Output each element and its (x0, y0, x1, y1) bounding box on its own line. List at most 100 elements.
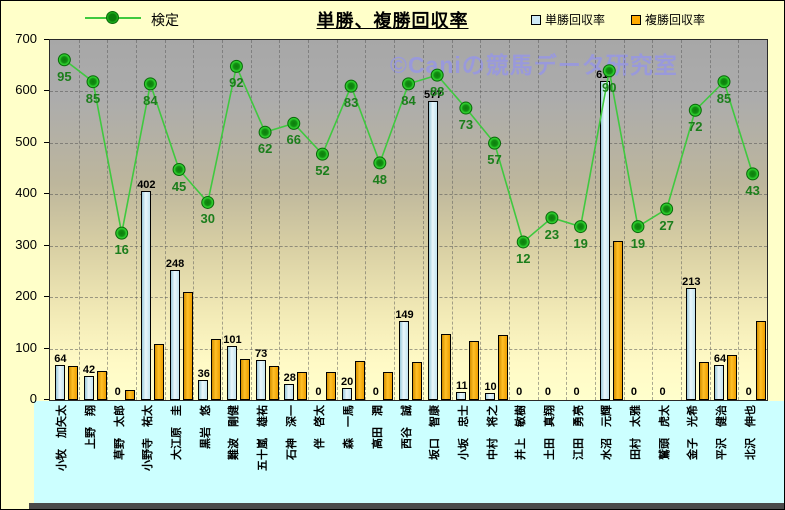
tansho-bar (399, 321, 409, 400)
x-axis-label: 金子 光希 (687, 405, 700, 460)
kentei-point (115, 226, 129, 240)
x-axis-label: 中村 将之 (486, 405, 499, 460)
kentei-point-value: 48 (372, 171, 388, 187)
tansho-bar-value: 213 (682, 276, 701, 289)
tansho-bar-value: 42 (82, 364, 96, 377)
kentei-point-value: 85 (716, 90, 732, 106)
y-axis-label: 500 (15, 133, 37, 149)
kentei-point-value: 84 (401, 92, 416, 108)
tansho-bar (198, 379, 209, 400)
fukusho-bar (211, 338, 222, 400)
kentei-point-value: 27 (659, 218, 674, 234)
tansho-bar-value: 28 (283, 371, 296, 384)
fukusho-bar (354, 360, 365, 400)
kentei-point-value: 85 (85, 90, 101, 106)
x-axis-label: 森 一馬 (343, 405, 356, 449)
fukusho-bar (412, 362, 422, 400)
fukusho-bar (268, 366, 279, 400)
watermark: ©Caniの競馬データ研究室 (390, 52, 678, 78)
fukusho-bar (698, 362, 709, 400)
fukusho-bar (182, 291, 193, 400)
x-axis-label: 井上 敏樹 (515, 405, 528, 460)
y-axis-tick (44, 347, 49, 349)
kentei-point (57, 53, 71, 67)
tansho-bar (284, 383, 295, 400)
legend-item-fukusho: 複勝回収率 (631, 11, 705, 28)
x-axis-label-band (34, 401, 784, 503)
y-axis-label: 100 (15, 339, 37, 355)
tansho-bar-value: 36 (197, 367, 210, 380)
fukusho-bar (756, 320, 767, 400)
tansho-bar (226, 346, 237, 400)
x-axis-label: 高田 潤 (371, 405, 384, 449)
kentei-line (63, 59, 754, 244)
fukusho-bar (440, 333, 451, 400)
kentei-point-value: 90 (602, 79, 617, 95)
y-axis-label: 300 (15, 236, 37, 252)
kentei-point-value: 92 (229, 75, 244, 91)
kentei-point-value: 66 (286, 132, 301, 148)
fukusho-bar (125, 390, 136, 400)
fukusho-swatch-icon (631, 14, 642, 25)
kentei-point-value: 62 (257, 141, 273, 157)
kentei-point (229, 59, 243, 73)
y-axis-tick (44, 244, 49, 246)
legend-kentei: 検定 (85, 9, 205, 28)
y-axis-label: 400 (15, 185, 37, 201)
x-axis-label: 伴 啓太 (314, 405, 327, 449)
kentei-point (688, 103, 702, 117)
kentei-point (287, 116, 301, 130)
tansho-bar (54, 365, 65, 400)
kentei-point (717, 75, 731, 89)
x-axis-label: 坂口 智康 (429, 405, 442, 460)
legend-item-tansho: 単勝回収率 (531, 11, 605, 28)
kentei-point (459, 101, 473, 115)
gridline-h (50, 297, 767, 299)
kentei-point-value: 72 (688, 119, 703, 135)
y-axis-label: 700 (15, 31, 37, 46)
y-axis-tick (44, 296, 49, 298)
fukusho-bar (239, 359, 250, 400)
tansho-bar-value: 0 (659, 386, 666, 398)
x-axis-label: 西谷 誠 (400, 405, 413, 449)
kentei-point (143, 77, 157, 91)
x-axis-label: 小野寺 祐太 (142, 405, 155, 471)
tansho-bar-value: 617 (596, 68, 615, 81)
y-axis-tick (44, 193, 49, 195)
gridline-h (50, 194, 767, 196)
kentei-point-value: 73 (458, 117, 474, 133)
kentei-point-value: 19 (573, 235, 588, 251)
fukusho-bar (498, 335, 509, 400)
kentei-point (201, 195, 215, 209)
gridline-v (480, 40, 482, 400)
gridline-v (336, 40, 338, 400)
x-axis-label: 黒岩 悠 (199, 405, 212, 449)
tansho-bar (456, 392, 467, 400)
x-axis-label: 江田 勇亮 (572, 405, 585, 460)
kentei-point-value: 12 (515, 250, 531, 266)
tansho-swatch-icon (531, 14, 541, 25)
kentei-point-value: 57 (487, 152, 502, 168)
kentei-point-value: 83 (343, 95, 359, 111)
tansho-legend-label: 単勝回収率 (545, 13, 606, 27)
tansho-bar (485, 392, 496, 400)
gridline-v (508, 40, 510, 400)
tansho-bar-value: 0 (516, 386, 523, 398)
tansho-bar (685, 288, 696, 400)
kentei-point (746, 167, 760, 181)
tansho-bar (714, 365, 725, 400)
kentei-point-value: 52 (315, 163, 330, 179)
fukusho-bar (727, 355, 738, 400)
x-axis-label: 石神 深一 (285, 405, 298, 460)
fukusho-bar (469, 341, 480, 400)
legend-series: 単勝回収率 複勝回収率 (531, 11, 705, 28)
tansho-bar (83, 376, 94, 400)
tansho-bar (255, 360, 266, 400)
x-axis-label: 鷲頭 虎太 (658, 405, 671, 460)
kentei-point-value: 23 (544, 226, 560, 242)
tansho-bar (427, 101, 438, 400)
tansho-bar-value: 0 (573, 386, 580, 398)
kentei-point-value: 45 (171, 178, 187, 194)
gridline-h (50, 245, 767, 247)
